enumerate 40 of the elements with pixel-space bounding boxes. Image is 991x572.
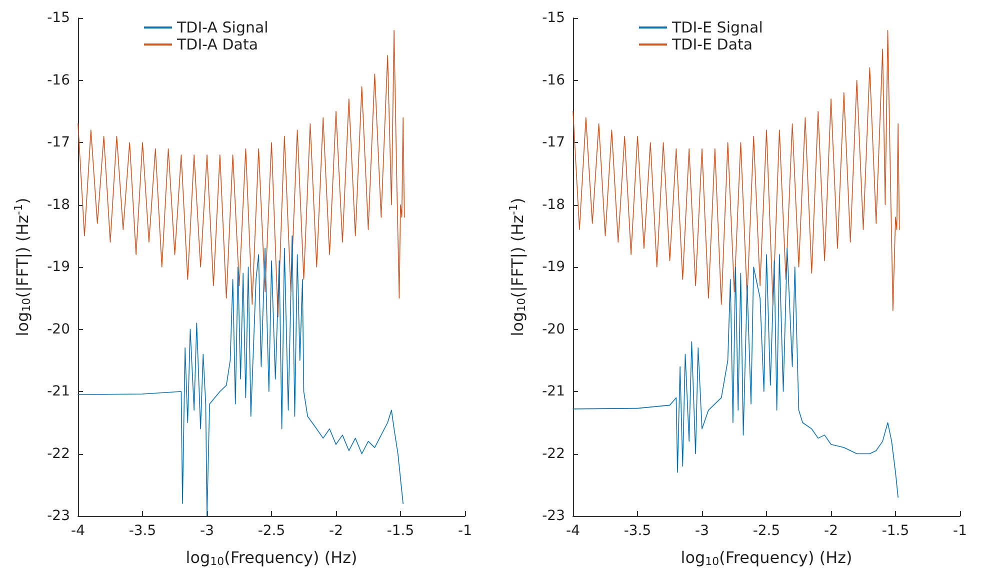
y-axis-title: log10(|FFT|) (Hz-1) bbox=[507, 198, 528, 336]
x-tick-label: -4 bbox=[71, 523, 86, 539]
y-tick-label: -21 bbox=[47, 384, 70, 400]
y-tick-label: -22 bbox=[542, 446, 565, 462]
y-tick-label: -15 bbox=[47, 10, 70, 26]
x-tick-label: -1 bbox=[458, 523, 472, 539]
y-tick-label: -17 bbox=[47, 134, 70, 150]
y-tick-label: -18 bbox=[47, 196, 70, 213]
y-tick-label: -17 bbox=[542, 134, 565, 150]
x-tick-label: -4 bbox=[566, 523, 580, 539]
x-tick-label: -1.5 bbox=[882, 523, 910, 539]
x-tick-label: -2 bbox=[329, 523, 343, 539]
y-tick-label: -19 bbox=[47, 259, 70, 275]
legend-label: TDI-E Data bbox=[671, 36, 753, 54]
y-tick-label: -23 bbox=[47, 508, 70, 524]
line-series bbox=[572, 248, 898, 498]
line-series bbox=[78, 235, 404, 516]
x-tick-label: -2 bbox=[824, 523, 838, 539]
y-tick-label: -20 bbox=[542, 321, 565, 338]
x-tick-label: -3 bbox=[695, 523, 709, 539]
legend-label: TDI-E Signal bbox=[671, 18, 763, 36]
x-tick-label: -3.5 bbox=[128, 523, 156, 539]
legend-label: TDI-A Signal bbox=[176, 18, 268, 36]
x-tick-label: -2.5 bbox=[258, 523, 286, 539]
y-tick-label: -21 bbox=[542, 384, 565, 400]
x-tick-label: -1.5 bbox=[386, 523, 414, 539]
x-tick-label: -2.5 bbox=[752, 523, 780, 539]
y-tick-label: -19 bbox=[542, 259, 565, 275]
y-tick-label: -16 bbox=[542, 72, 566, 88]
x-tick-label: -3 bbox=[200, 523, 214, 539]
x-tick-label: -1 bbox=[953, 523, 967, 539]
y-tick-label: -18 bbox=[542, 196, 565, 213]
y-axis-title: log10(|FFT|) (Hz-1) bbox=[12, 198, 33, 336]
x-tick-label: -3.5 bbox=[624, 523, 652, 539]
y-tick-label: -15 bbox=[542, 10, 565, 26]
y-tick-label: -20 bbox=[47, 321, 70, 338]
y-tick-label: -23 bbox=[542, 508, 565, 524]
legend-label: TDI-A Data bbox=[176, 36, 258, 54]
y-tick-label: -16 bbox=[47, 72, 70, 88]
y-tick-label: -22 bbox=[47, 446, 70, 462]
